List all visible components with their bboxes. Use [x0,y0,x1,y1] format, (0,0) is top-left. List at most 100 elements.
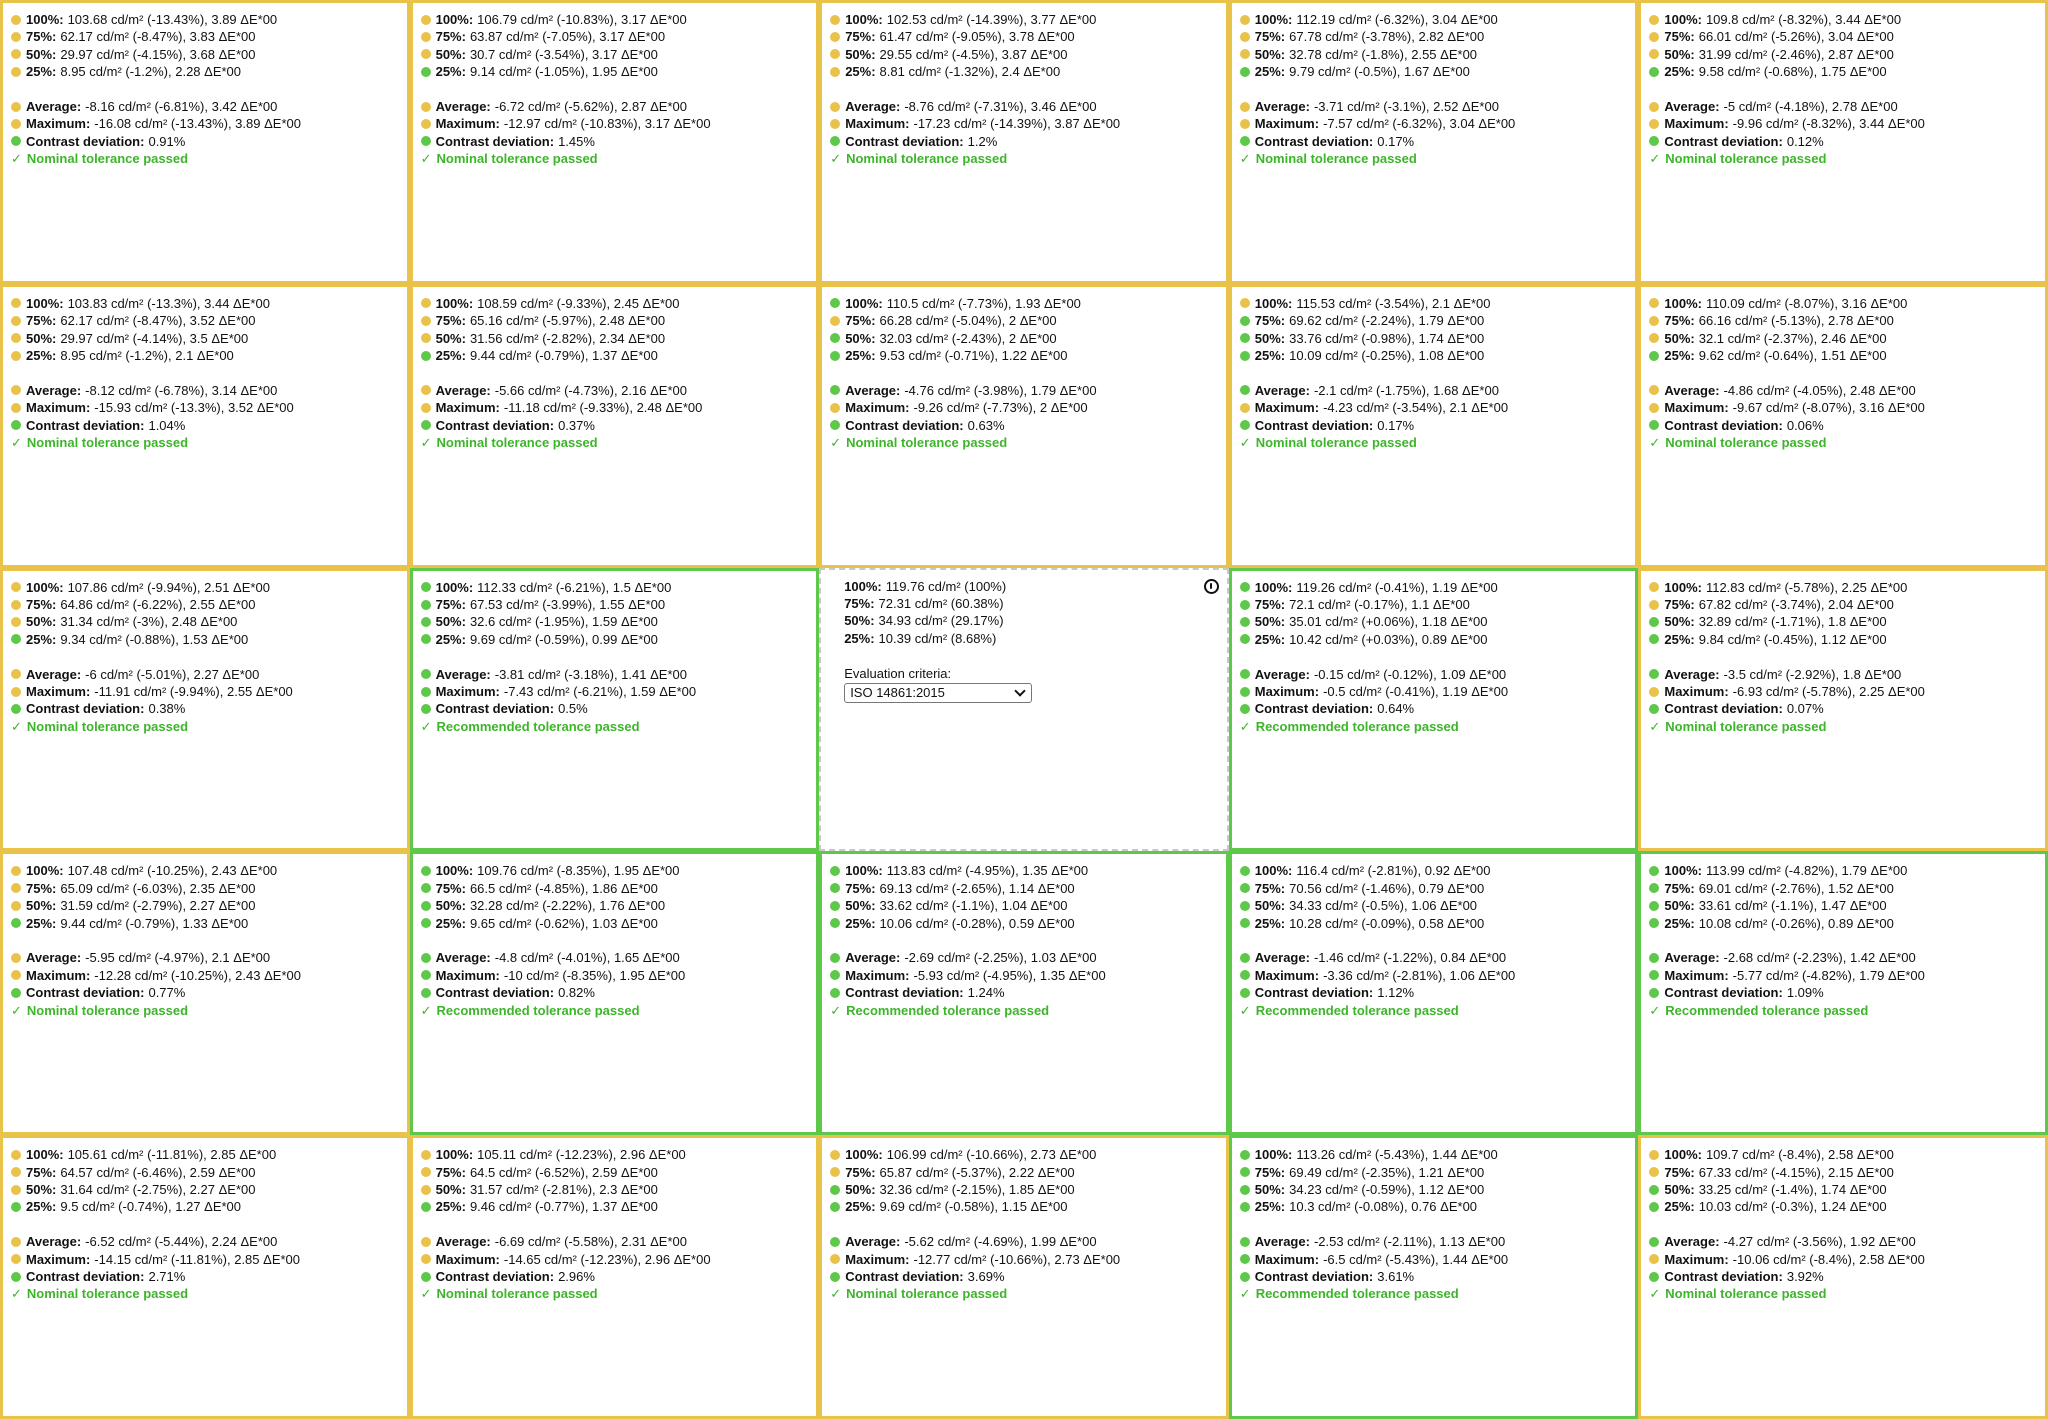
measurement-label: 100%: [1254,579,1293,595]
status-dot-warning-icon [830,315,841,326]
reference-cell: 100%: 119.76 cd/m² (100%) 75%: 72.31 cd/m² … [819,567,1229,852]
measurement-value: 34.23 cd/m² (-0.59%), 1.12 ΔE*00 [1289,1181,1485,1197]
measurement-value: -7.57 cd/m² (-6.32%), 3.04 ΔE*00 [1323,116,1516,132]
status-dot-warning-icon [1239,32,1250,43]
measurement-line: 75%: 69.01 cd/m² (-2.76%), 1.52 ΔE*00 [1649,880,2045,897]
spacer [421,932,817,949]
measurement-label: Contrast deviation: [26,985,145,1001]
status-dot-pass-icon [1239,617,1250,628]
checkmark-icon: ✓ [1649,1286,1661,1302]
measurement-label: 100%: [845,295,883,311]
measurement-line: Average: -8.12 cd/m² (-6.78%), 3.14 ΔE*00 [11,382,407,399]
measurement-label: 100%: [1664,295,1702,311]
measurement-value: 9.5 cd/m² (-0.74%), 1.27 ΔE*00 [60,1199,242,1215]
tolerance-result: ✓ Nominal tolerance passed [1649,434,2045,451]
measurement-label: Average: [1254,382,1310,398]
measurement-label: Contrast deviation: [435,417,555,433]
measurement-line: 75%: 64.57 cd/m² (-6.46%), 2.59 ΔE*00 [11,1164,407,1181]
measurement-line: Maximum: -12.77 cd/m² (-10.66%), 2.73 ΔE*… [830,1251,1226,1268]
tolerance-result: ✓ Nominal tolerance passed [1240,434,1636,451]
status-dot-pass-icon [420,918,431,929]
measurement-line: 25%: 9.44 cd/m² (-0.79%), 1.37 ΔE*00 [420,347,817,364]
measurement-label: 100%: [1664,863,1702,879]
measurement-line: 50%: 35.01 cd/m² (+0.06%), 1.18 ΔE*00 [1239,613,1636,630]
measurement-label: 100%: [1254,863,1293,879]
measurement-line: 25%: 9.65 cd/m² (-0.62%), 1.03 ΔE*00 [420,915,817,932]
measurement-value: -7.43 cd/m² (-6.21%), 1.59 ΔE*00 [503,683,697,699]
status-dot-pass-icon [420,970,431,981]
measurement-line: Average: -3.81 cd/m² (-3.18%), 1.41 ΔE*00 [420,666,817,683]
status-dot-pass-icon [1239,333,1250,344]
measurement-label: 75%: [1254,596,1286,612]
measurement-line: 50%: 32.28 cd/m² (-2.22%), 1.76 ΔE*00 [420,897,817,914]
status-dot-warning-icon [420,333,431,344]
measurement-line: Maximum: -5.93 cd/m² (-4.95%), 1.35 ΔE*00 [830,967,1226,984]
measurement-value: -0.15 cd/m² (-0.12%), 1.09 ΔE*00 [1313,666,1507,682]
measurement-label: 25%: [435,915,466,931]
measurement-line: 100%: 119.26 cd/m² (-0.41%), 1.19 ΔE*00 [1239,579,1636,596]
measurement-label: Contrast deviation: [845,1268,964,1284]
status-dot-pass-icon [420,350,431,361]
measurement-label: 25%: [1664,915,1695,931]
measurement-value: -14.15 cd/m² (-11.81%), 2.85 ΔE*00 [94,1251,301,1267]
measurement-value: 31.57 cd/m² (-2.81%), 2.3 ΔE*00 [469,1181,658,1197]
status-dot-warning-icon [1649,402,1660,413]
measurement-cell: 100%: 109.7 cd/m² (-8.4%), 2.58 ΔE*00 75%:… [1638,1135,2048,1419]
measurement-cell: 100%: 103.83 cd/m² (-13.3%), 3.44 ΔE*00 75… [0,283,410,568]
checkmark-icon: ✓ [11,151,22,167]
status-dot-pass-icon [420,704,431,715]
measurement-value: 31.64 cd/m² (-2.75%), 2.27 ΔE*00 [60,1181,256,1197]
status-dot-warning-icon [420,1167,431,1178]
measurement-value: -2.69 cd/m² (-2.25%), 1.03 ΔE*00 [904,950,1097,966]
status-dot-warning-icon [11,866,21,877]
spacer [11,1216,407,1233]
measurement-line: 75%: 64.86 cd/m² (-6.22%), 2.55 ΔE*00 [11,596,407,613]
measurement-label: Average: [435,666,491,682]
status-dot-pass-icon [1649,866,1660,877]
measurement-label: Contrast deviation: [1664,701,1783,717]
tolerance-result: ✓ Nominal tolerance passed [830,1285,1226,1302]
measurement-label: Maximum: [1664,1251,1729,1267]
measurement-value: 112.33 cd/m² (-6.21%), 1.5 ΔE*00 [477,579,672,595]
measurement-label: 50%: [845,330,876,346]
status-dot-warning-icon [11,1184,21,1195]
status-dot-warning-icon [1239,101,1250,112]
measurement-value: 10.09 cd/m² (-0.25%), 1.08 ΔE*00 [1289,347,1485,363]
measurement-value: 69.62 cd/m² (-2.24%), 1.79 ΔE*00 [1289,313,1485,329]
tolerance-result: ✓ Recommended tolerance passed [1240,718,1636,735]
measurement-label: 50%: [435,1181,466,1197]
measurement-line: 100%: 102.53 cd/m² (-14.39%), 3.77 ΔE*00 [830,11,1226,28]
measurement-value: 1.04% [148,417,186,433]
measurement-value: -0.5 cd/m² (-0.41%), 1.19 ΔE*00 [1323,683,1509,699]
measurement-label: 75%: [435,1164,466,1180]
measurement-label: 75%: [845,1164,876,1180]
measurement-label: 25%: [26,1199,57,1215]
measurement-line: 50%: 33.76 cd/m² (-0.98%), 1.74 ΔE*00 [1239,330,1636,347]
measurement-value: 70.56 cd/m² (-1.46%), 0.79 ΔE*00 [1289,880,1485,896]
measurement-label: 50%: [435,898,466,914]
measurement-line: Maximum: -9.96 cd/m² (-8.32%), 3.44 ΔE*00 [1649,115,2045,132]
measurement-value: 107.86 cd/m² (-9.94%), 2.51 ΔE*00 [67,579,270,595]
measurement-label: Contrast deviation: [26,133,145,149]
status-dot-warning-icon [420,385,431,396]
checkmark-icon: ✓ [830,1286,842,1302]
measurement-label: 25%: [26,64,57,80]
checkmark-icon: ✓ [420,151,432,167]
measurement-line: Contrast deviation: 0.38% [11,700,407,717]
measurement-label: Maximum: [26,967,91,983]
tolerance-result: ✓ Nominal tolerance passed [11,434,407,451]
measurement-value: 106.99 cd/m² (-10.66%), 2.73 ΔE*00 [886,1147,1097,1163]
status-dot-warning-icon [1649,1254,1660,1265]
measurement-label: 75%: [26,596,57,612]
evaluation-criteria-select[interactable]: ISO 14861:2015 [844,682,1033,703]
measurement-value: -4.76 cd/m² (-3.98%), 1.79 ΔE*00 [904,382,1097,398]
measurement-value: -3.5 cd/m² (-2.92%), 1.8 ΔE*00 [1723,666,1902,682]
measurement-line: 25%: 10.06 cd/m² (-0.28%), 0.59 ΔE*00 [830,915,1226,932]
info-icon[interactable] [1203,578,1219,594]
measurement-line: 75%: 63.87 cd/m² (-7.05%), 3.17 ΔE*00 [420,28,817,45]
measurement-label: 25%: [435,64,466,80]
measurement-value: -2.1 cd/m² (-1.75%), 1.68 ΔE*00 [1313,382,1499,398]
measurement-label: 50%: [435,46,466,62]
measurement-label: 25%: [1664,631,1695,647]
measurement-line: 75%: 67.53 cd/m² (-3.99%), 1.55 ΔE*00 [420,596,817,613]
